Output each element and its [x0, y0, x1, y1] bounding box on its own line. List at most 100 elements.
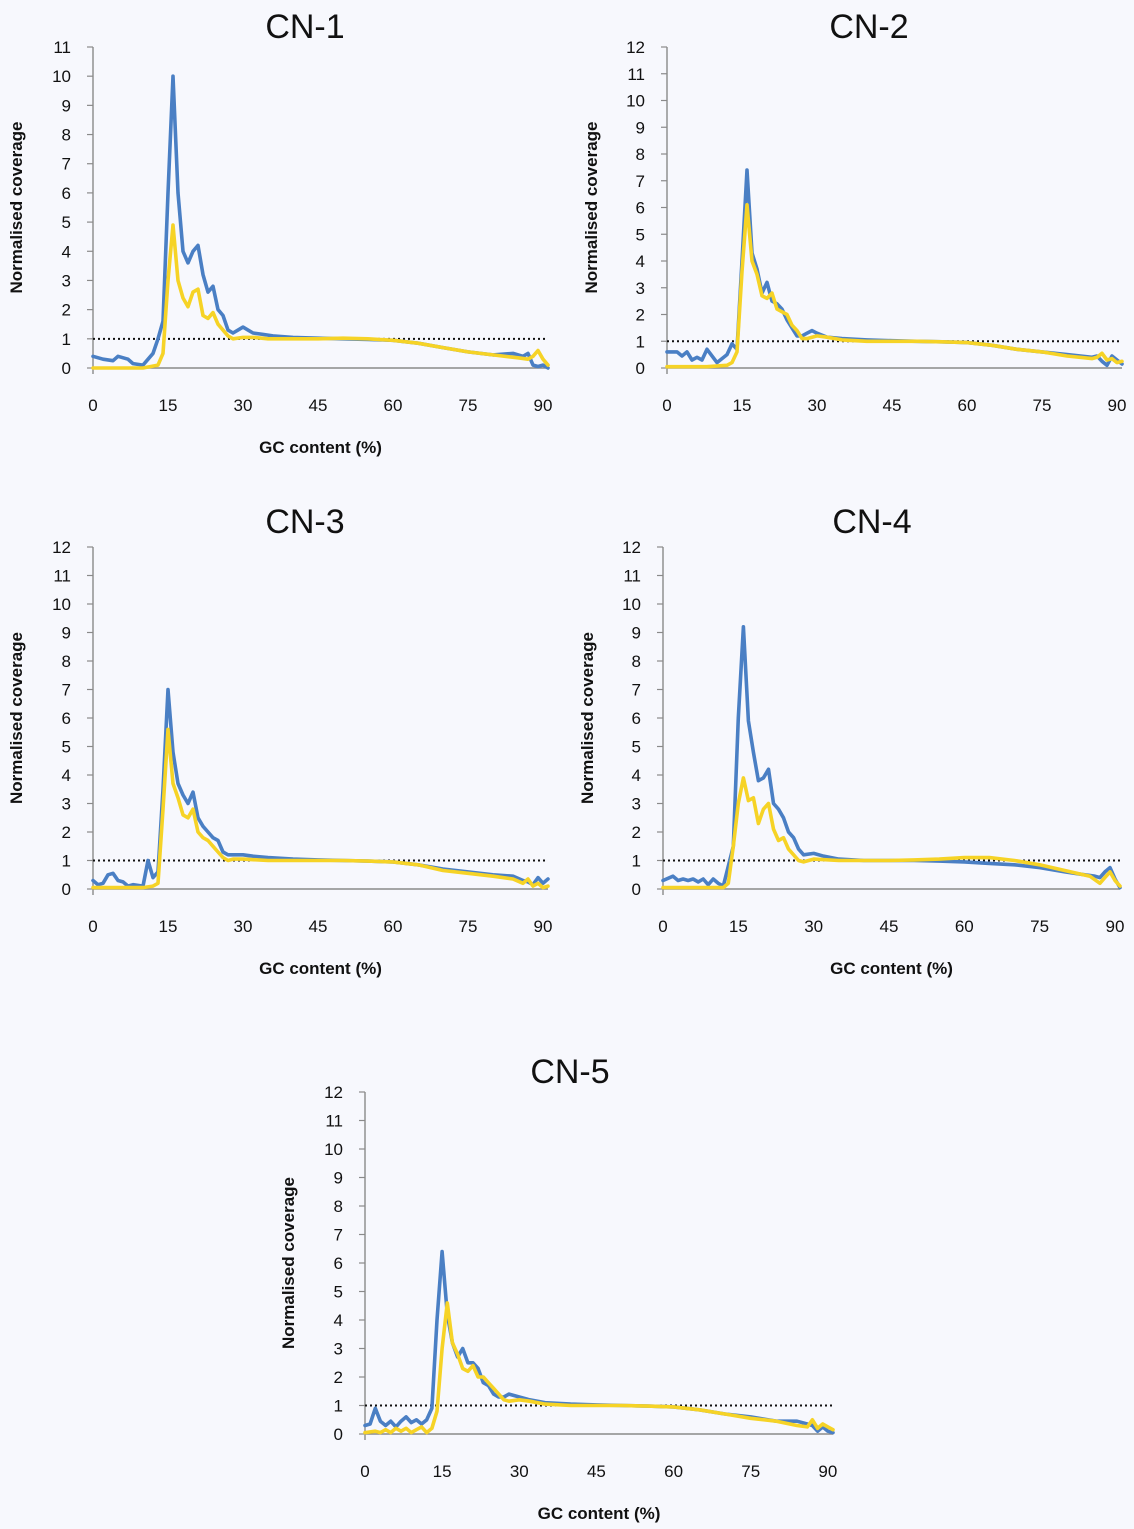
- chart-title: CN-5: [530, 1053, 609, 1091]
- x-tick-label: 90: [818, 1462, 837, 1481]
- y-tick-label: 8: [636, 145, 645, 164]
- x-axis-label: GC content (%): [259, 959, 382, 978]
- y-tick-label: 5: [62, 738, 71, 757]
- y-tick-label: 1: [636, 332, 645, 351]
- x-axis-label: GC content (%): [538, 1504, 661, 1523]
- x-tick-label: 60: [955, 917, 974, 936]
- y-tick-label: 5: [334, 1283, 343, 1302]
- y-tick-label: 0: [632, 880, 641, 899]
- y-tick-label: 11: [325, 1112, 343, 1131]
- series-line-yellow: [665, 203, 1124, 369]
- x-tick-label: 0: [88, 917, 97, 936]
- y-tick-label: 0: [62, 359, 71, 378]
- y-tick-label: 5: [636, 225, 645, 244]
- y-tick-label: 7: [636, 172, 645, 191]
- x-tick-label: 0: [88, 396, 97, 415]
- x-tick-label: 15: [159, 917, 178, 936]
- x-tick-label: 15: [729, 917, 748, 936]
- x-tick-label: 45: [309, 917, 328, 936]
- y-tick-label: 6: [334, 1254, 343, 1273]
- x-axis-label: GC content (%): [830, 959, 953, 978]
- x-tick-label: 75: [459, 917, 478, 936]
- y-tick-label: 10: [324, 1140, 343, 1159]
- y-tick-label: 9: [632, 624, 641, 643]
- y-tick-label: 12: [622, 538, 641, 557]
- y-tick-label: 2: [62, 301, 71, 320]
- y-tick-label: 7: [62, 155, 71, 174]
- y-tick-label: 10: [52, 67, 71, 86]
- y-tick-label: 12: [626, 38, 645, 57]
- y-tick-label: 6: [62, 709, 71, 728]
- y-tick-label: 9: [636, 118, 645, 137]
- y-tick-label: 7: [62, 681, 71, 700]
- x-tick-label: 15: [433, 1462, 452, 1481]
- y-tick-label: 0: [334, 1425, 343, 1444]
- x-tick-label: 0: [662, 396, 671, 415]
- y-tick-label: 10: [52, 595, 71, 614]
- y-tick-label: 8: [334, 1197, 343, 1216]
- chart-title: CN-1: [265, 8, 344, 46]
- x-tick-label: 30: [804, 917, 823, 936]
- y-tick-label: 9: [62, 624, 71, 643]
- y-tick-label: 8: [632, 652, 641, 671]
- y-tick-label: 1: [334, 1397, 343, 1416]
- y-tick-label: 7: [632, 681, 641, 700]
- x-tick-label: 30: [808, 396, 827, 415]
- y-tick-label: 8: [62, 126, 71, 145]
- x-tick-label: 90: [1108, 396, 1127, 415]
- y-tick-label: 2: [334, 1368, 343, 1387]
- series-line-yellow: [363, 1301, 835, 1435]
- y-tick-label: 8: [62, 652, 71, 671]
- y-tick-label: 3: [632, 795, 641, 814]
- y-tick-label: 6: [636, 199, 645, 218]
- y-tick-label: 0: [636, 359, 645, 378]
- y-tick-label: 6: [632, 709, 641, 728]
- x-tick-label: 45: [309, 396, 328, 415]
- x-tick-label: 60: [958, 396, 977, 415]
- y-tick-label: 12: [324, 1083, 343, 1102]
- x-tick-label: 45: [883, 396, 902, 415]
- series-line-yellow: [91, 727, 550, 890]
- y-tick-label: 2: [632, 823, 641, 842]
- chart-title: CN-3: [265, 503, 344, 541]
- y-tick-label: 4: [632, 766, 641, 785]
- x-tick-label: 15: [733, 396, 752, 415]
- series-line-yellow: [91, 223, 550, 370]
- y-tick-label: 4: [334, 1311, 343, 1330]
- x-tick-label: 0: [658, 917, 667, 936]
- y-tick-label: 2: [636, 306, 645, 325]
- y-tick-label: 5: [632, 738, 641, 757]
- y-tick-label: 11: [623, 567, 641, 586]
- y-tick-label: 11: [53, 567, 71, 586]
- x-tick-label: 45: [880, 917, 899, 936]
- y-axis-label: Normalised coverage: [7, 122, 26, 294]
- x-axis-label: GC content (%): [259, 438, 382, 457]
- x-tick-label: 0: [360, 1462, 369, 1481]
- y-tick-label: 4: [62, 242, 71, 261]
- x-tick-label: 75: [1033, 396, 1052, 415]
- y-tick-label: 10: [622, 595, 641, 614]
- y-tick-label: 11: [627, 65, 645, 84]
- y-tick-label: 1: [62, 330, 71, 349]
- x-tick-label: 75: [459, 396, 478, 415]
- y-tick-label: 12: [52, 538, 71, 557]
- y-tick-label: 4: [62, 766, 71, 785]
- y-tick-label: 3: [334, 1340, 343, 1359]
- y-tick-label: 3: [636, 279, 645, 298]
- y-tick-label: 9: [334, 1169, 343, 1188]
- y-tick-label: 4: [636, 252, 645, 271]
- y-tick-label: 11: [53, 38, 71, 57]
- y-axis-label: Normalised coverage: [578, 632, 597, 804]
- x-tick-label: 30: [234, 917, 253, 936]
- y-axis-label: Normalised coverage: [7, 632, 26, 804]
- y-tick-label: 5: [62, 213, 71, 232]
- x-tick-label: 30: [510, 1462, 529, 1481]
- y-tick-label: 1: [62, 852, 71, 871]
- y-axis-label: Normalised coverage: [279, 1177, 298, 1349]
- chart-title: CN-4: [832, 503, 911, 541]
